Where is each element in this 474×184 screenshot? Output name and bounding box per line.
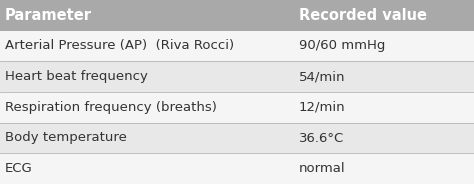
Bar bbox=[0, 123, 474, 153]
Bar bbox=[0, 61, 474, 92]
Text: 36.6°C: 36.6°C bbox=[299, 132, 344, 144]
Bar bbox=[0, 31, 474, 61]
Text: Heart beat frequency: Heart beat frequency bbox=[5, 70, 147, 83]
Text: 54/min: 54/min bbox=[299, 70, 345, 83]
Text: Arterial Pressure (AP)  (Riva Rocci): Arterial Pressure (AP) (Riva Rocci) bbox=[5, 40, 234, 52]
Bar bbox=[0, 0, 474, 31]
Text: Recorded value: Recorded value bbox=[299, 8, 427, 23]
Text: ECG: ECG bbox=[5, 162, 33, 175]
Text: Respiration frequency (breaths): Respiration frequency (breaths) bbox=[5, 101, 217, 114]
Text: 12/min: 12/min bbox=[299, 101, 345, 114]
Bar bbox=[0, 153, 474, 184]
Text: normal: normal bbox=[299, 162, 345, 175]
Text: Parameter: Parameter bbox=[5, 8, 92, 23]
Text: 90/60 mmHg: 90/60 mmHg bbox=[299, 40, 385, 52]
Text: Body temperature: Body temperature bbox=[5, 132, 127, 144]
Bar bbox=[0, 92, 474, 123]
